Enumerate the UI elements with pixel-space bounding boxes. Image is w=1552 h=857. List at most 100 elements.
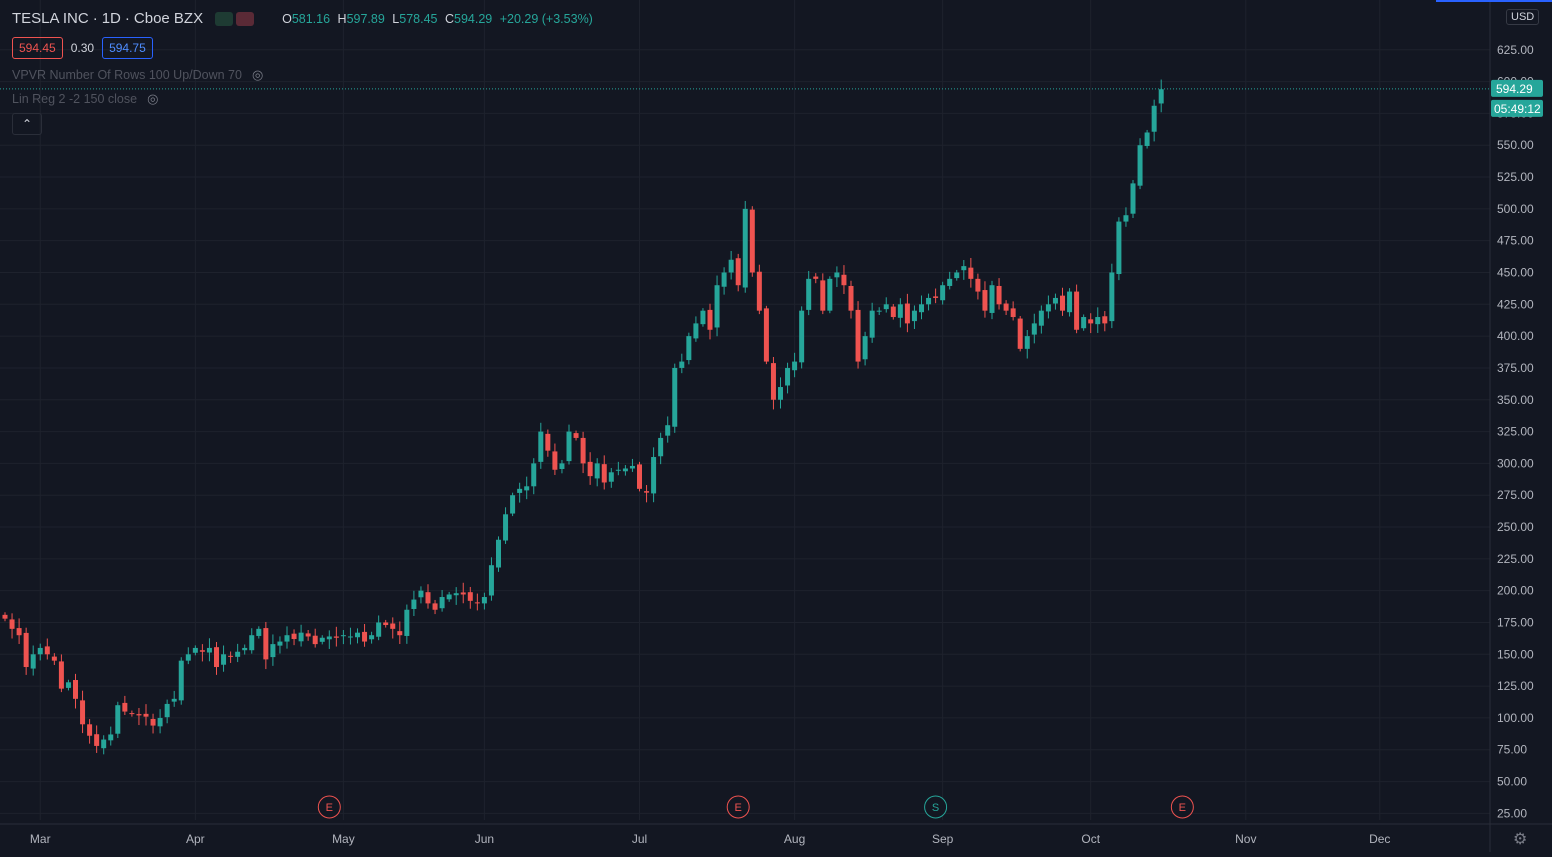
candle: [157, 709, 163, 734]
candle: [242, 644, 248, 655]
indicator-vpvr[interactable]: VPVR Number Of Rows 100 Up/Down 70 ◎: [12, 67, 263, 83]
candle-body: [1067, 291, 1073, 313]
indicator-linreg[interactable]: Lin Reg 2 -2 150 close ◎: [12, 91, 158, 107]
indicator-label: Lin Reg 2 -2 150 close: [12, 92, 138, 106]
candle-body: [749, 209, 755, 273]
candle: [672, 363, 678, 433]
candle: [989, 280, 995, 320]
candle: [143, 704, 149, 726]
candle-body: [1074, 291, 1080, 330]
candle: [933, 288, 939, 304]
candle: [122, 695, 128, 716]
candle: [615, 461, 621, 476]
candle-body: [728, 259, 734, 273]
candle-body: [1081, 317, 1087, 329]
chevron-up-icon: ⌃: [21, 117, 33, 131]
candle-body: [594, 463, 600, 479]
candle-body: [919, 304, 924, 313]
candle: [1010, 301, 1016, 321]
candle: [954, 269, 960, 281]
price-tick-label: 425.00: [1497, 297, 1534, 311]
candle: [1031, 313, 1037, 344]
candle-body: [87, 724, 93, 736]
candle-body: [820, 280, 826, 311]
candle: [439, 590, 445, 612]
spread-value: 0.30: [70, 41, 95, 55]
eye-off-icon[interactable]: ◎: [147, 91, 159, 106]
candle-body: [538, 431, 544, 462]
candle: [347, 627, 353, 645]
candle: [1158, 79, 1164, 113]
candle: [397, 621, 403, 644]
candle: [37, 643, 43, 661]
candle: [1123, 207, 1129, 227]
time-tick-label: Mar: [30, 832, 51, 846]
currency-label[interactable]: USD: [1506, 9, 1540, 25]
ohlc-values: O581.16 H597.89 L578.45 C594.29 +20.29 (…: [282, 12, 597, 26]
open-label: O: [282, 11, 292, 26]
candle: [453, 587, 459, 605]
candle: [108, 726, 114, 746]
price-tick-label: 350.00: [1497, 393, 1534, 407]
change-value: +20.29 (+3.53%): [499, 11, 593, 26]
candle: [904, 293, 910, 333]
eye-off-icon[interactable]: ◎: [251, 67, 264, 82]
price-tick-label: 475.00: [1497, 234, 1534, 248]
candle-body: [1116, 221, 1122, 275]
candle: [524, 476, 530, 500]
price-tick-label: 250.00: [1497, 520, 1534, 534]
candle-body: [425, 592, 431, 604]
market-status-toggle[interactable]: [215, 11, 255, 26]
sell-price-button[interactable]: 594.45: [12, 37, 63, 59]
candle-body: [319, 637, 325, 642]
symbol-legend[interactable]: TESLA INC · 1D · Cboe BZX O581.16 H597.8…: [12, 10, 597, 27]
candle-body: [714, 285, 720, 328]
candle: [1024, 330, 1030, 359]
candle: [44, 638, 50, 660]
candle-body: [298, 632, 304, 642]
candle-body: [390, 623, 396, 629]
candle: [1052, 293, 1058, 310]
buy-price-button[interactable]: 594.75: [102, 37, 153, 59]
candle: [883, 297, 889, 313]
candle-body: [665, 425, 671, 436]
candle: [538, 422, 544, 469]
symbol-name[interactable]: TESLA INC: [12, 10, 89, 27]
candle-body: [954, 272, 960, 279]
gear-icon[interactable]: ⚙: [1513, 831, 1528, 848]
candle-body: [1158, 89, 1164, 104]
high-label: H: [337, 11, 347, 26]
candle: [714, 275, 720, 337]
candle: [806, 270, 812, 316]
candle: [467, 586, 473, 609]
candle-body: [340, 635, 346, 637]
candle: [637, 461, 642, 492]
candle-body: [1130, 183, 1136, 214]
candle-body: [700, 310, 706, 325]
candle-body: [115, 705, 121, 734]
candle: [305, 629, 311, 641]
marker-label: E: [326, 802, 333, 814]
candle-body: [693, 323, 699, 339]
candle: [799, 306, 805, 369]
candle-body: [404, 609, 410, 636]
separator: ·: [124, 10, 130, 27]
candle: [665, 416, 671, 443]
candle: [235, 643, 241, 663]
candle-body: [37, 647, 43, 655]
candle: [270, 634, 276, 666]
candle-body: [904, 303, 910, 324]
top-accent-bar: [1436, 0, 1552, 2]
candle: [503, 507, 509, 544]
candle: [728, 250, 734, 280]
interval[interactable]: 1D: [101, 10, 121, 27]
candle-body: [1024, 336, 1030, 349]
candle: [644, 485, 650, 503]
candle-body: [608, 472, 614, 482]
candle-body: [326, 636, 332, 640]
candle: [601, 455, 607, 490]
price-tick-label: 275.00: [1497, 488, 1534, 502]
collapse-indicators-button[interactable]: ⌃: [12, 113, 42, 135]
